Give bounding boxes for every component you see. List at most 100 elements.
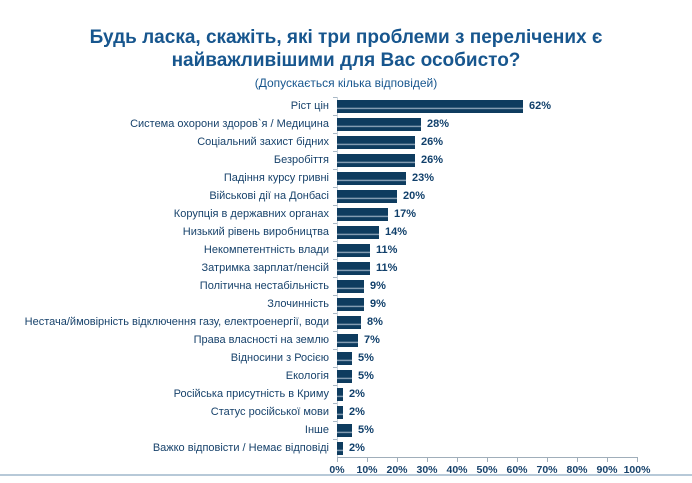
category-label: Ріст цін xyxy=(290,100,329,112)
category-axis-line xyxy=(337,97,338,457)
chart-row: Корупція в державних органах 17% xyxy=(0,205,692,223)
category-label: Безробіття xyxy=(273,154,329,166)
chart-row: Екологія 5% xyxy=(0,367,692,385)
value-label: 20% xyxy=(403,190,426,202)
bar-area: 26% xyxy=(337,133,692,151)
bar xyxy=(337,423,352,437)
chart-row: Російська присутність в Криму 2% xyxy=(0,385,692,403)
chart-row: Відносини з Росією 5% xyxy=(0,349,692,367)
category-label: Статус російської мови xyxy=(210,406,329,418)
value-label: 2% xyxy=(349,388,365,400)
x-axis-label: 10% xyxy=(356,464,378,476)
x-axis-tick xyxy=(457,458,458,462)
bar xyxy=(337,243,370,257)
value-label: 5% xyxy=(358,370,374,382)
value-label: 17% xyxy=(394,208,417,220)
bar-area: 62% xyxy=(337,97,692,115)
bar-area: 5% xyxy=(337,421,692,439)
x-axis-label: 90% xyxy=(596,464,618,476)
value-label: 5% xyxy=(358,352,374,364)
bar-area: 20% xyxy=(337,187,692,205)
bar-area: 2% xyxy=(337,439,692,457)
bar-area: 26% xyxy=(337,151,692,169)
x-axis-tick xyxy=(337,458,338,462)
bar-area: 17% xyxy=(337,205,692,223)
value-label: 26% xyxy=(421,136,444,148)
chart-row: Політична нестабільність 9% xyxy=(0,277,692,295)
chart-row: Інше 5% xyxy=(0,421,692,439)
x-axis: 0% 10% 20% 30% 40% 50% 60% 70% 80% 90% 100% xyxy=(329,457,650,478)
bar-area: 9% xyxy=(337,295,692,313)
bar xyxy=(337,189,397,203)
bar xyxy=(337,279,364,293)
chart-row: Права власності на землю 7% xyxy=(0,331,692,349)
chart-subtitle: (Допускається кілька відповідей) xyxy=(254,76,438,90)
category-label: Політична нестабільність xyxy=(199,280,329,292)
category-label: Корупція в державних органах xyxy=(173,208,329,220)
x-axis-tick xyxy=(487,458,488,462)
category-label: Система охорони здоров`я / Медицина xyxy=(130,118,329,130)
bar-area: 7% xyxy=(337,331,692,349)
x-axis-tick xyxy=(607,458,608,462)
bar xyxy=(337,225,379,239)
chart-title: Будь ласка, скажіть, які три проблеми з … xyxy=(89,27,603,71)
bar xyxy=(337,207,388,221)
x-axis-label: 40% xyxy=(446,464,468,476)
category-label: Нестача/ймовірність відключення газу, ел… xyxy=(24,316,329,328)
x-axis-label: 50% xyxy=(476,464,498,476)
value-label: 7% xyxy=(364,334,380,346)
bar xyxy=(337,135,415,149)
bar xyxy=(337,171,406,185)
chart-row: Важко відповісти / Немає відповіді 2% xyxy=(0,439,692,457)
bar-area: 9% xyxy=(337,277,692,295)
bar xyxy=(337,387,343,401)
x-axis-label: 30% xyxy=(416,464,438,476)
value-label: 2% xyxy=(349,406,365,418)
category-label: Відносини з Росією xyxy=(230,352,329,364)
bar xyxy=(337,153,415,167)
value-label: 8% xyxy=(367,316,383,328)
x-axis-tick xyxy=(517,458,518,462)
value-label: 5% xyxy=(358,424,374,436)
category-label: Російська присутність в Криму xyxy=(173,388,329,400)
bar xyxy=(337,369,352,383)
bar-chart: Ріст цін 62% Система охорони здоров`я / Ме… xyxy=(0,97,692,457)
category-label: Злочинність xyxy=(267,298,329,310)
bar-area: 8% xyxy=(337,313,692,331)
category-label: Важко відповісти / Немає відповіді xyxy=(152,442,329,454)
value-label: 62% xyxy=(529,100,552,112)
bar-area: 11% xyxy=(337,241,692,259)
x-axis-label: 20% xyxy=(386,464,408,476)
category-label: Права власності на землю xyxy=(193,334,329,346)
x-axis-tick xyxy=(637,458,638,462)
value-label: 9% xyxy=(370,298,386,310)
x-axis-label: 0% xyxy=(329,464,345,476)
chart-row: Злочинність 9% xyxy=(0,295,692,313)
chart-row: Ріст цін 62% xyxy=(0,97,692,115)
category-label: Інше xyxy=(304,424,329,436)
category-label: Затримка зарплат/пенсій xyxy=(201,262,329,274)
bar xyxy=(337,315,361,329)
category-label: Некомпетентність влади xyxy=(203,244,329,256)
chart-row: Некомпетентність влади 11% xyxy=(0,241,692,259)
x-axis-tick xyxy=(397,458,398,462)
value-label: 2% xyxy=(349,442,365,454)
bar-area: 2% xyxy=(337,385,692,403)
bar xyxy=(337,351,352,365)
bar-area: 28% xyxy=(337,115,692,133)
category-label: Низький рівень виробництва xyxy=(182,226,329,238)
x-axis-tick xyxy=(547,458,548,462)
x-axis-tick xyxy=(427,458,428,462)
bar-area: 11% xyxy=(337,259,692,277)
chart-row: Система охорони здоров`я / Медицина 28% xyxy=(0,115,692,133)
bar-area: 14% xyxy=(337,223,692,241)
x-axis-label: 70% xyxy=(536,464,558,476)
chart-row: Соціальний захист бідних 26% xyxy=(0,133,692,151)
x-axis-label: 100% xyxy=(623,464,651,476)
chart-row: Статус російської мови 2% xyxy=(0,403,692,421)
bar-area: 5% xyxy=(337,349,692,367)
x-axis-label: 80% xyxy=(566,464,588,476)
x-axis-tick xyxy=(577,458,578,462)
bar-area: 2% xyxy=(337,403,692,421)
